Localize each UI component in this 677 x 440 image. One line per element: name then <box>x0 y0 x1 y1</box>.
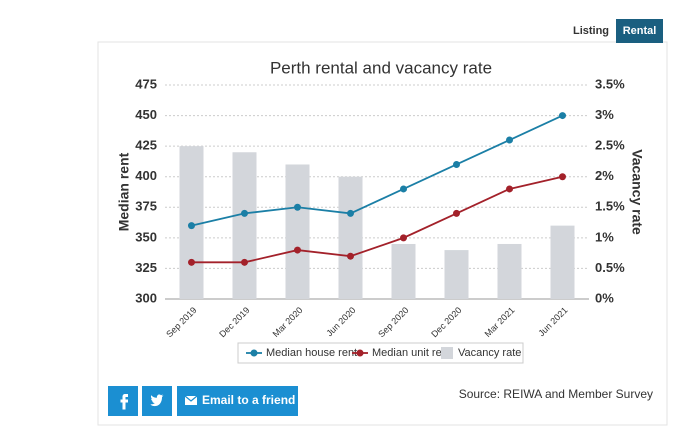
point <box>400 185 407 193</box>
y2-tick-label: 3.5% <box>595 76 625 91</box>
point <box>400 234 407 242</box>
y2-tick-label: 0.5% <box>595 260 625 275</box>
point <box>347 209 354 217</box>
legend-label: Vacancy rate <box>458 347 521 359</box>
bar <box>391 243 416 299</box>
point <box>294 246 301 254</box>
bar <box>285 164 310 299</box>
bar <box>550 225 575 299</box>
y-axis-label: Median rent <box>116 152 132 231</box>
y-tick-label: 300 <box>135 290 157 305</box>
legend-marker <box>250 349 258 357</box>
chart-title: Perth rental and vacancy rate <box>270 58 492 77</box>
point <box>347 252 354 260</box>
y2-tick-label: 1.5% <box>595 199 625 214</box>
y-tick-label: 425 <box>135 138 157 153</box>
point <box>506 136 513 144</box>
y-tick-label: 350 <box>135 229 157 244</box>
y-tick-label: 400 <box>135 168 157 183</box>
y2-tick-label: 2.5% <box>595 138 625 153</box>
y-tick-label: 325 <box>135 260 157 275</box>
bar <box>338 176 363 299</box>
legend-marker <box>356 349 364 357</box>
legend-label: Median house rent <box>266 347 357 359</box>
email-button-label[interactable]: Email to a friend <box>202 393 295 407</box>
bar <box>444 250 469 299</box>
y-tick-label: 375 <box>135 199 157 214</box>
point <box>559 173 566 181</box>
point <box>559 112 566 120</box>
facebook-icon <box>120 394 128 410</box>
y2-tick-label: 3% <box>595 107 614 122</box>
y2-tick-label: 1% <box>595 229 614 244</box>
line <box>191 114 563 227</box>
source: Source: REIWA and Member Survey <box>459 387 653 401</box>
y2-tick-label: 2% <box>595 168 614 183</box>
email-button[interactable] <box>177 386 298 416</box>
legend-marker <box>441 347 453 359</box>
point <box>453 209 460 217</box>
y2-axis-label: Vacancy rate <box>629 149 645 235</box>
point <box>294 203 301 211</box>
tab-rental-bg[interactable] <box>616 19 663 43</box>
tab-listing[interactable]: Listing <box>573 25 609 37</box>
legend-label: Median unit rent <box>372 347 451 359</box>
point <box>188 222 195 230</box>
tab-rental[interactable]: Rental <box>623 25 657 37</box>
y-tick-label: 475 <box>135 76 157 91</box>
line <box>191 175 563 264</box>
y2-tick-label: 0% <box>595 290 614 305</box>
point <box>506 185 513 193</box>
twitter-icon <box>150 394 164 407</box>
email-icon-flap <box>184 395 198 402</box>
y-tick-label: 450 <box>135 107 157 122</box>
bar <box>232 152 257 299</box>
point <box>241 209 248 217</box>
point <box>453 160 460 168</box>
point <box>241 258 248 266</box>
bar <box>497 243 522 299</box>
point <box>188 258 195 266</box>
